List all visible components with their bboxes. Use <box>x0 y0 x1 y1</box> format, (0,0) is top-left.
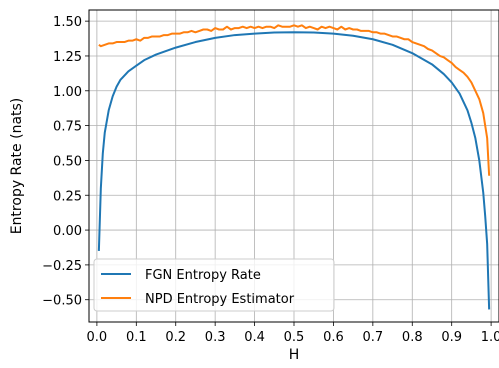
x-tick-label: 0.6 <box>323 330 344 345</box>
y-tick-label: 0.75 <box>53 120 82 135</box>
x-tick-label: 0.1 <box>126 330 147 345</box>
npd-entropy-estimator-line <box>98 24 491 176</box>
legend-label-fgn: FGN Entropy Rate <box>145 268 261 283</box>
x-axis-label: H <box>289 347 300 363</box>
y-tick-label: −0.25 <box>42 259 82 274</box>
series-layer <box>97 24 491 310</box>
y-tick-label: 1.50 <box>53 15 82 30</box>
legend: FGN Entropy Rate NPD Entropy Estimator <box>93 258 335 312</box>
y-tick-label: 1.25 <box>53 50 82 65</box>
x-tick-label: 1.0 <box>481 330 499 345</box>
y-tick-label: 0.25 <box>53 189 82 204</box>
y-tick-label: 0.50 <box>53 154 82 169</box>
legend-label-npd: NPD Entropy Estimator <box>145 292 295 307</box>
fgn-entropy-rate-line <box>97 31 491 310</box>
x-tick-label: 0.5 <box>284 330 305 345</box>
x-tick-label: 0.7 <box>363 330 384 345</box>
y-tick-label: 0.00 <box>53 224 82 239</box>
grid <box>89 10 499 322</box>
legend-box <box>93 258 335 312</box>
x-tick-label: 0.9 <box>441 330 462 345</box>
ticks: 0.0 0.1 0.2 0.3 0.4 0.5 0.6 0.7 0.8 0.9 1.0 −0.50 −0… <box>42 15 499 345</box>
x-tick-label: 0.8 <box>402 330 423 345</box>
x-tick-label: 0.4 <box>244 330 265 345</box>
y-axis-label: Entropy Rate (nats) <box>9 98 25 235</box>
x-tick-label: 0.2 <box>165 330 186 345</box>
y-tick-label: 1.00 <box>53 85 82 100</box>
x-tick-label: 0.0 <box>87 330 108 345</box>
y-tick-label: −0.50 <box>42 294 82 309</box>
x-tick-label: 0.3 <box>205 330 226 345</box>
